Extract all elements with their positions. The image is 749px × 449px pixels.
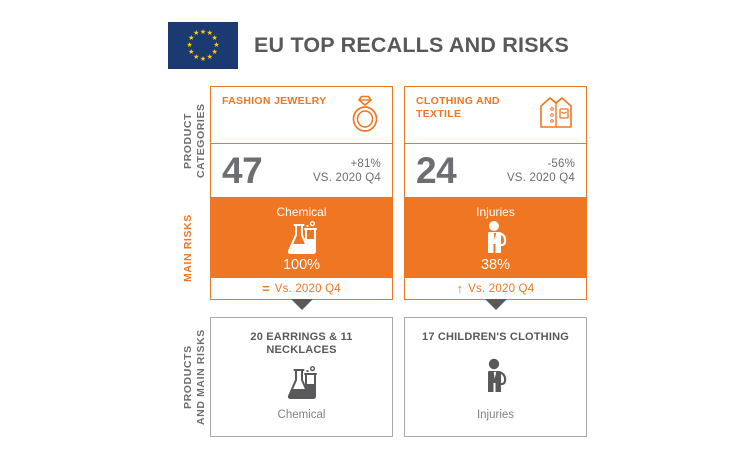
category-columns: FASHION JEWELRY 47 +81% VS. 2020 Q4 (210, 86, 587, 300)
product-risk-label: Injuries (476, 409, 515, 421)
eu-star-icon: ★ (199, 55, 207, 63)
product-cards: 20 EARRINGS & 11 NECKLACES Chemical 17 C… (210, 317, 587, 437)
category-stats: 47 +81% VS. 2020 Q4 (211, 144, 392, 197)
section-label-products-and-main-risks: PRODUCTS AND MAIN RISKS (182, 329, 207, 425)
shirt-icon (536, 94, 576, 137)
risk-percent: 100% (282, 256, 321, 273)
recall-count: 47 (222, 150, 263, 191)
page-title: EU TOP RECALLS AND RISKS (254, 33, 569, 57)
main-risk-panel: Chemical 100% (210, 198, 393, 278)
eu-star-icon: ★ (188, 48, 195, 56)
eu-star-icon: ★ (206, 53, 213, 61)
risk-compare-bar: ↑ Vs. 2020 Q4 (404, 278, 587, 300)
category-header: CLOTHING AND TEXTILE (405, 87, 586, 144)
delta-period: VS. 2020 Q4 (312, 171, 381, 184)
product-risk-label: Chemical (277, 409, 326, 421)
delta-percent: +81% (350, 157, 381, 170)
category-card: CLOTHING AND TEXTILE 24 (404, 86, 587, 198)
eu-star-icon: ★ (199, 28, 207, 36)
product-title: 20 EARRINGS & 11 NECKLACES (250, 331, 353, 356)
recall-count: 24 (416, 150, 457, 191)
category-name: CLOTHING AND TEXTILE (416, 95, 500, 120)
risk-compare-bar: = Vs. 2020 Q4 (210, 278, 393, 300)
recall-delta: +81% VS. 2020 Q4 (313, 157, 381, 185)
delta-percent: -56% (547, 157, 575, 170)
category-header: FASHION JEWELRY (211, 87, 392, 144)
arrow-up-icon: ↑ (456, 281, 464, 296)
injuries-person-icon (479, 220, 513, 256)
arrow-cell (404, 299, 587, 310)
risk-name: Injuries (476, 204, 515, 219)
eu-star-icon: ★ (211, 35, 218, 43)
eu-star-icon: ★ (193, 30, 200, 38)
section-label-product-categories: PRODUCT CATEGORIES (182, 103, 207, 179)
product-card: 17 CHILDREN'S CLOTHING Injuries (404, 317, 587, 437)
eu-star-icon: ★ (206, 30, 213, 38)
risk-name: Chemical (276, 204, 327, 219)
category-column: FASHION JEWELRY 47 +81% VS. 2020 Q4 (210, 86, 393, 300)
compare-text: Vs. 2020 Q4 (468, 282, 535, 295)
category-column: CLOTHING AND TEXTILE 24 (404, 86, 587, 300)
eu-flag-icon: ★ ★ ★ ★ ★ ★ ★ ★ ★ ★ ★ ★ (168, 22, 238, 69)
chemical-flask-icon (282, 363, 322, 403)
eu-star-icon: ★ (193, 53, 200, 61)
delta-period: VS. 2020 Q4 (506, 171, 575, 184)
product-title: 17 CHILDREN'S CLOTHING (422, 331, 569, 343)
arrow-cell (210, 299, 393, 310)
arrow-down-icon (290, 299, 313, 310)
risk-percent: 38% (480, 256, 511, 273)
page-header: ★ ★ ★ ★ ★ ★ ★ ★ ★ ★ ★ ★ EU TOP RECALLS AND RISKS (168, 22, 569, 69)
flow-arrows (210, 299, 587, 310)
eu-star-icon: ★ (211, 48, 218, 56)
eu-star-icon: ★ (186, 42, 193, 49)
category-card: FASHION JEWELRY 47 +81% VS. 2020 Q4 (210, 86, 393, 198)
arrow-down-icon (484, 299, 507, 310)
category-name: FASHION JEWELRY (222, 95, 327, 107)
category-stats: 24 -56% VS. 2020 Q4 (405, 144, 586, 197)
equals-icon: = (262, 281, 270, 296)
ring-icon (348, 94, 382, 139)
eu-star-icon: ★ (188, 35, 195, 43)
chemical-flask-icon (282, 220, 322, 256)
injuries-person-icon (479, 357, 513, 397)
eu-star-icon: ★ (213, 42, 220, 49)
section-label-main-risks: MAIN RISKS (182, 214, 194, 282)
recall-delta: -56% VS. 2020 Q4 (507, 157, 575, 185)
main-risk-panel: Injuries 38% (404, 198, 587, 278)
product-card: 20 EARRINGS & 11 NECKLACES Chemical (210, 317, 393, 437)
compare-text: Vs. 2020 Q4 (274, 282, 341, 295)
